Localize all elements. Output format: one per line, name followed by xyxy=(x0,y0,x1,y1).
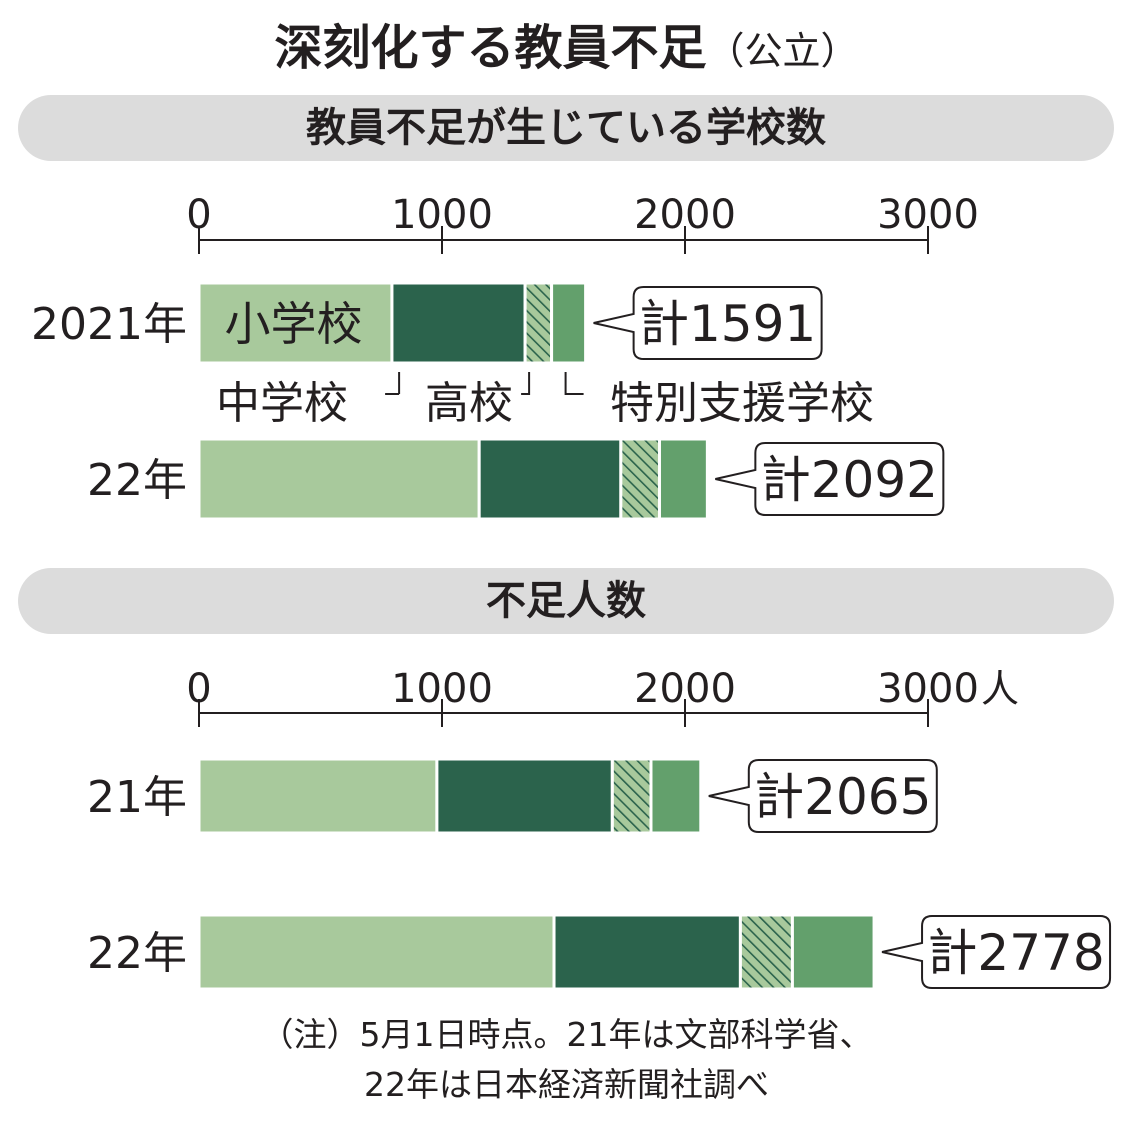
total-label: 計2778 xyxy=(927,924,1104,982)
bar-segment-junior-high xyxy=(552,913,742,991)
leader-line-special-support xyxy=(564,372,584,395)
series-label-junior-high: 中学校 xyxy=(216,378,348,429)
row-label: 22年 xyxy=(87,455,187,506)
x-tick-label: 3000 xyxy=(877,192,979,238)
x-axis-unit: 人 xyxy=(981,667,1019,711)
section-title-schools: 教員不足が生じている学校数 xyxy=(18,95,1114,161)
x-tick-label: 2000 xyxy=(634,192,736,238)
series-label-special-support: 特別支援学校 xyxy=(610,378,874,429)
bar-segment-special-support xyxy=(550,281,588,365)
row-label: 22年 xyxy=(87,928,187,979)
bar-segment-junior-high xyxy=(435,757,614,835)
total-callout xyxy=(708,759,938,833)
page-title: 深刻化する教員不足（公立） xyxy=(0,16,1133,83)
bar-segment-elementary xyxy=(197,913,556,991)
bar-segment-elementary xyxy=(197,757,439,835)
bar-segment-special-support xyxy=(649,757,703,835)
bar-segment-high-school xyxy=(738,913,794,991)
footnote: （注）5月1日時点。21年は文部科学省、 22年は日本経済新聞社調べ xyxy=(0,1010,1133,1110)
footnote-line-1: （注）5月1日時点。21年は文部科学省、 xyxy=(260,1015,873,1054)
total-callout xyxy=(715,442,945,516)
total-label: 計2065 xyxy=(754,768,931,826)
x-tick-label: 3000 xyxy=(877,666,979,712)
title-sub: （公立） xyxy=(706,29,859,73)
x-tick-label: 0 xyxy=(186,192,211,238)
bar-segment-high-school xyxy=(523,281,554,365)
x-tick-label: 0 xyxy=(186,666,211,712)
x-tick-label: 1000 xyxy=(391,192,493,238)
row-label: 2021年 xyxy=(31,299,187,350)
x-tick-label: 1000 xyxy=(391,666,493,712)
leader-line-high-school xyxy=(521,372,531,395)
footnote-line-2: 22年は日本経済新聞社調べ xyxy=(364,1065,769,1104)
series-label-elementary: 小学校 xyxy=(224,297,362,351)
bar-segment-special-support xyxy=(790,913,876,991)
total-label: 計2092 xyxy=(761,451,938,509)
bar-segment-high-school xyxy=(619,437,661,521)
title-main: 深刻化する教員不足 xyxy=(274,20,707,76)
bar-segment-high-school xyxy=(610,757,653,835)
bar-segment-junior-high xyxy=(390,281,527,365)
bar-segment-elementary xyxy=(197,437,481,521)
series-label-high-school: 高校 xyxy=(425,378,513,429)
section-title-shortage: 不足人数 xyxy=(18,568,1114,634)
row-label: 21年 xyxy=(87,772,187,823)
bar-segment-elementary xyxy=(197,281,394,365)
total-label: 計1591 xyxy=(639,295,816,353)
total-callout xyxy=(593,286,823,360)
x-tick-label: 2000 xyxy=(634,666,736,712)
bar-segment-special-support xyxy=(657,437,709,521)
total-callout xyxy=(881,915,1112,989)
bar-segment-junior-high xyxy=(477,437,623,521)
